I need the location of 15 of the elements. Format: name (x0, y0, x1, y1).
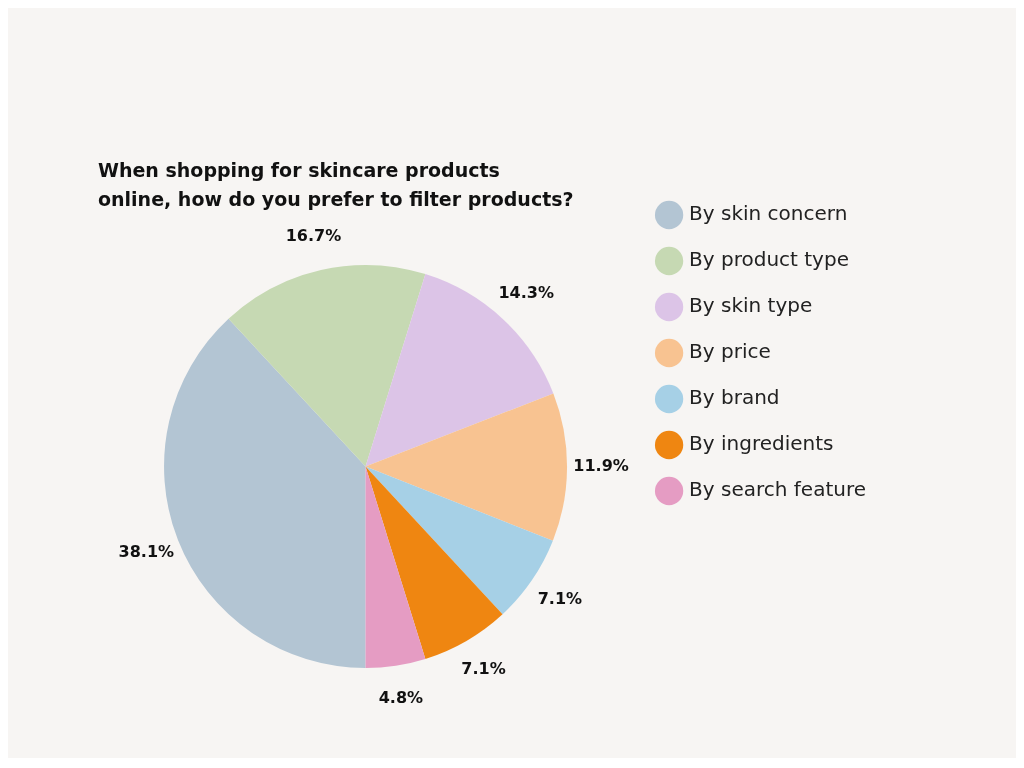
data-label: 7.1% (461, 659, 506, 679)
data-label: 4.8% (378, 688, 424, 708)
data-label: 14.3% (498, 283, 554, 303)
data-label: 38.1% (118, 541, 175, 561)
legend-label: By ingredients (689, 431, 834, 456)
legend-label: By brand (689, 385, 780, 410)
legend-label: By price (689, 339, 771, 364)
chart-title: When shopping for skincare products online, how do you prefer to filter products? (98, 159, 574, 210)
legend-label: By search feature (689, 477, 867, 502)
data-label: 7.1% (537, 588, 583, 608)
data-label: 11.9% (573, 456, 629, 476)
legend-label: By skin concern (689, 201, 848, 226)
legend-label: By skin type (689, 293, 813, 318)
legend-label: By product type (689, 247, 849, 272)
data-label: 16.7% (285, 225, 342, 245)
